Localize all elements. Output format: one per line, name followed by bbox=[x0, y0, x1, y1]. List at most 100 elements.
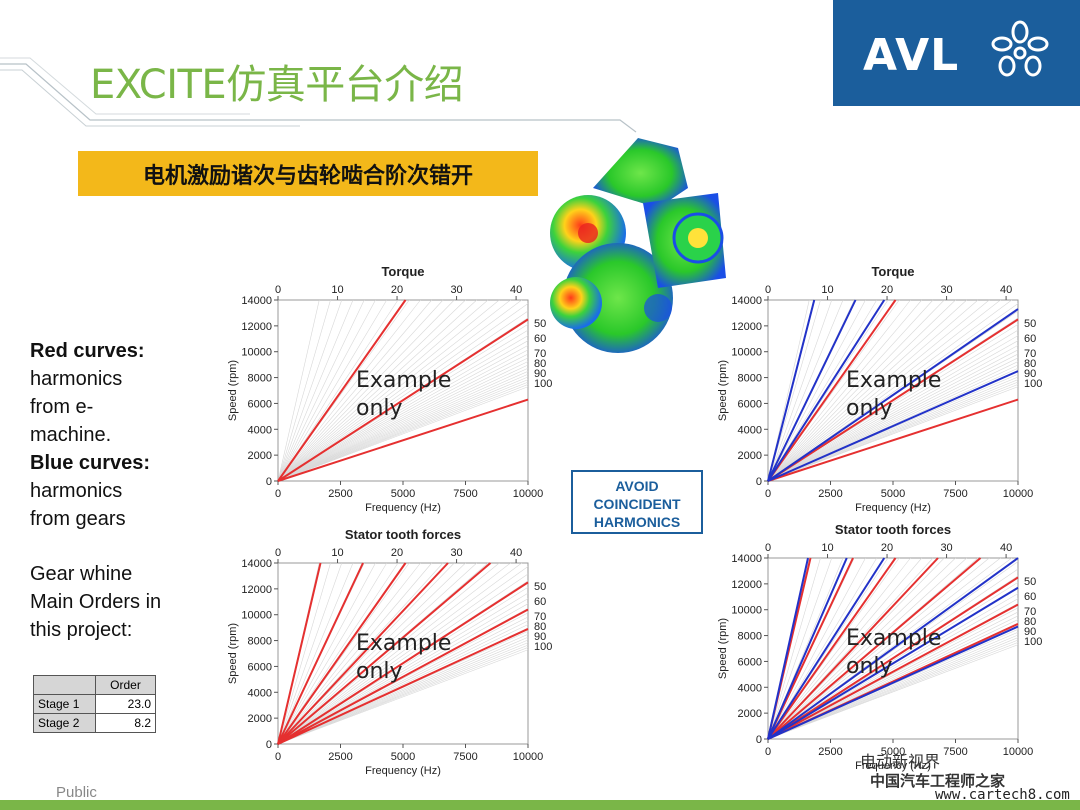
stator-chart-right: Stator tooth forces 0 10 20 30 40 0 2500 5000 750… bbox=[717, 522, 1042, 772]
red-curve bbox=[277, 562, 449, 745]
x-axis-label: Frequency (Hz) bbox=[365, 502, 441, 514]
x-tick-label: 2500 bbox=[818, 488, 842, 500]
red-curve bbox=[767, 318, 1019, 482]
x-tick-label: 5000 bbox=[881, 746, 905, 758]
right-order-label: 50 bbox=[534, 318, 546, 330]
grid-order-line bbox=[767, 299, 844, 482]
grid-order-line bbox=[277, 562, 399, 745]
grid-order-line bbox=[277, 299, 320, 482]
example-annotation: Example bbox=[356, 368, 451, 393]
right-order-label: 80 bbox=[534, 621, 546, 633]
y-tick-label: 12000 bbox=[241, 584, 272, 596]
red-curve bbox=[767, 557, 939, 740]
avoid-line-2: COINCIDENT bbox=[593, 496, 681, 512]
y-tick-label: 0 bbox=[756, 734, 762, 746]
grid-order-line bbox=[277, 299, 331, 482]
chart-title: Torque bbox=[871, 264, 914, 279]
grid-order-line bbox=[277, 592, 529, 745]
grid-order-line bbox=[767, 299, 833, 482]
avoid-line-3: HARMONICS bbox=[593, 514, 681, 530]
y-tick-label: 2000 bbox=[248, 713, 272, 725]
grid-order-line bbox=[767, 349, 1019, 482]
x-axis-label: Frequency (Hz) bbox=[365, 765, 441, 777]
right-order-label: 50 bbox=[534, 581, 546, 593]
stage-label: Stage 2 bbox=[33, 713, 96, 733]
avoid-coincident-harmonics-box: AVOID COINCIDENT HARMONICS bbox=[571, 470, 703, 534]
top-tick-label: 0 bbox=[765, 542, 771, 554]
y-tick-label: 12000 bbox=[241, 321, 272, 333]
right-order-label: 90 bbox=[1024, 626, 1036, 638]
x-tick-label: 7500 bbox=[943, 746, 967, 758]
grid-order-line bbox=[767, 637, 1019, 740]
y-tick-label: 2000 bbox=[738, 450, 762, 462]
gear-line-1: Gear whine bbox=[30, 563, 133, 585]
grid-order-line bbox=[767, 384, 1019, 482]
gear-line-3: this project: bbox=[30, 619, 133, 641]
y-axis-label: Speed (rpm) bbox=[717, 360, 729, 421]
y-tick-label: 14000 bbox=[731, 295, 762, 307]
grid-order-line bbox=[277, 566, 529, 745]
top-tick-label: 40 bbox=[510, 284, 522, 296]
grid-order-line bbox=[767, 557, 821, 740]
right-order-label: 100 bbox=[534, 378, 552, 390]
grid-order-line bbox=[767, 639, 1019, 740]
grid-order-line bbox=[767, 357, 1019, 482]
grid-order-line bbox=[767, 299, 1012, 482]
grid-order-line bbox=[277, 299, 376, 482]
avl-logo: AVL bbox=[833, 0, 1080, 106]
x-tick-label: 10000 bbox=[1003, 746, 1034, 758]
grid-order-line bbox=[767, 299, 979, 482]
top-tick-label: 30 bbox=[450, 284, 462, 296]
red-curve bbox=[277, 398, 529, 482]
grid-order-line bbox=[277, 371, 529, 482]
grid-order-line bbox=[767, 379, 1019, 482]
grid-order-line bbox=[767, 557, 956, 740]
y-tick-label: 0 bbox=[266, 739, 272, 751]
right-order-label: 70 bbox=[1024, 606, 1036, 618]
table-corner bbox=[33, 675, 96, 695]
red-curve bbox=[277, 608, 529, 745]
right-order-label: 100 bbox=[1024, 378, 1042, 390]
grid-order-line bbox=[277, 367, 529, 482]
grid-order-line bbox=[277, 562, 354, 745]
avl-mark-icon bbox=[991, 20, 1049, 77]
red-curves-heading: Red curves: bbox=[30, 340, 145, 362]
y-tick-label: 8000 bbox=[738, 631, 762, 643]
table-row: Stage 1 23.0 bbox=[33, 694, 156, 714]
grid-order-line bbox=[277, 361, 529, 482]
grid-order-line bbox=[277, 636, 529, 745]
right-order-label: 60 bbox=[1024, 333, 1036, 345]
right-order-label: 100 bbox=[1024, 636, 1042, 648]
grid-order-line bbox=[277, 310, 529, 482]
grid-order-line bbox=[767, 299, 945, 482]
blue-curve bbox=[767, 308, 1019, 482]
grid-order-line bbox=[277, 303, 529, 482]
y-tick-label: 8000 bbox=[738, 373, 762, 385]
only-annotation: only bbox=[356, 659, 403, 684]
y-tick-label: 14000 bbox=[731, 553, 762, 565]
torque-chart-right: Torque 0 10 20 30 40 0 2500 5000 7500 10000 0 2000 40… bbox=[717, 264, 1042, 514]
top-tick-label: 40 bbox=[510, 547, 522, 559]
x-tick-label: 0 bbox=[275, 751, 281, 763]
grid-order-line bbox=[767, 329, 1019, 482]
grid-order-line bbox=[767, 557, 866, 740]
grid-order-line bbox=[767, 299, 990, 482]
top-tick-label: 0 bbox=[275, 547, 281, 559]
grid-order-line bbox=[277, 639, 529, 745]
top-tick-label: 10 bbox=[821, 542, 833, 554]
grid-order-line bbox=[277, 562, 388, 745]
grid-order-line bbox=[767, 615, 1019, 740]
table-header-row: Order bbox=[33, 675, 156, 695]
stage-value: 23.0 bbox=[95, 694, 156, 714]
grid-order-line bbox=[277, 299, 343, 482]
red-curve bbox=[767, 557, 897, 740]
grid-order-line bbox=[767, 299, 967, 482]
top-tick-label: 30 bbox=[450, 547, 462, 559]
y-tick-label: 4000 bbox=[738, 424, 762, 436]
right-order-label: 60 bbox=[534, 596, 546, 608]
top-tick-label: 10 bbox=[821, 284, 833, 296]
top-tick-label: 20 bbox=[881, 284, 893, 296]
red-line-3: machine. bbox=[30, 424, 112, 446]
right-order-label: 90 bbox=[1024, 368, 1036, 380]
y-tick-label: 2000 bbox=[248, 450, 272, 462]
